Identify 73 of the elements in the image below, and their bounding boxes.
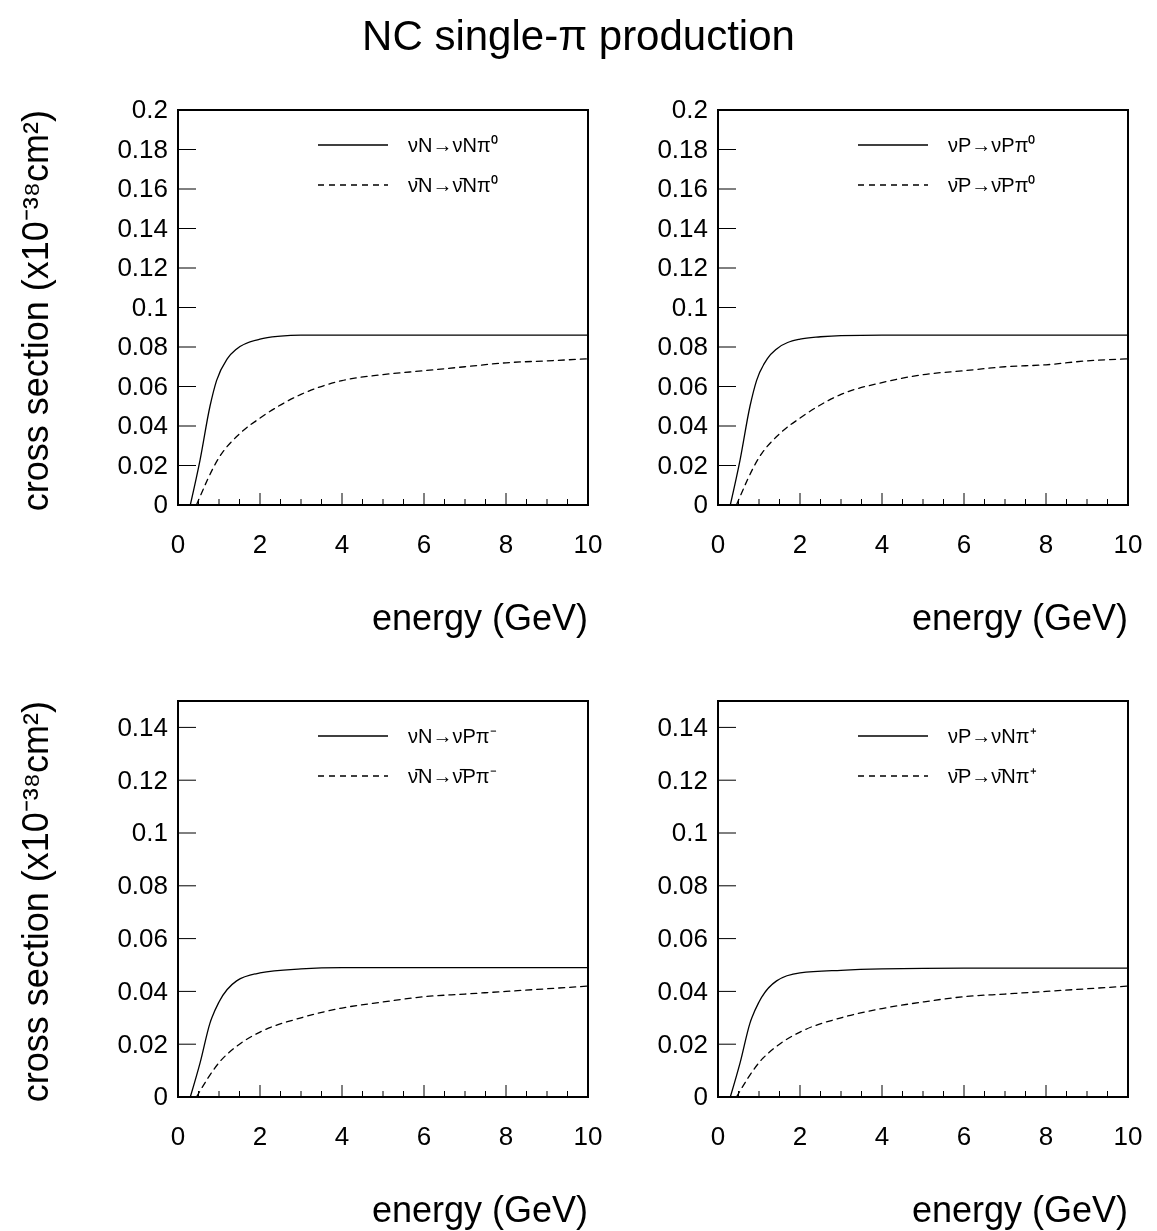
x-tick-label: 4 xyxy=(874,529,890,560)
legend-label: νP→νNπ⁺ xyxy=(948,725,1037,747)
x-tick-label: 2 xyxy=(792,529,808,560)
y-tick-label: 0.1 xyxy=(671,291,708,322)
y-tick-label: 0.2 xyxy=(131,94,168,125)
y-tick-label: 0.06 xyxy=(117,922,168,953)
legend-label: ν̄P→ν̄Pπ⁰ xyxy=(948,174,1036,196)
x-tick-label: 6 xyxy=(416,529,432,560)
y-axis-title: cross section (x10⁻³⁸cm²) xyxy=(15,701,56,1103)
x-tick-label: 4 xyxy=(874,1121,890,1152)
y-tick-label: 0.14 xyxy=(117,212,168,243)
y-tick-label: 0.06 xyxy=(117,370,168,401)
y-tick-label: 0.12 xyxy=(657,764,708,795)
x-tick-label: 8 xyxy=(1038,529,1054,560)
y-tick-label: 0.04 xyxy=(117,410,168,441)
y-tick-label: 0.02 xyxy=(117,1028,168,1059)
y-tick-label: 0 xyxy=(693,489,708,520)
x-tick-label: 10 xyxy=(573,1121,603,1152)
legend-label: νN→νPπ⁻ xyxy=(408,725,497,747)
y-tick-label: 0.08 xyxy=(117,870,168,901)
x-tick-label: 10 xyxy=(573,529,603,560)
chart-title: NC single-π production xyxy=(362,12,795,59)
y-tick-label: 0 xyxy=(153,1081,168,1112)
y-tick-label: 0.02 xyxy=(657,1028,708,1059)
y-tick-label: 0.2 xyxy=(671,94,708,125)
y-tick-label: 0.1 xyxy=(131,291,168,322)
x-tick-label: 6 xyxy=(956,1121,972,1152)
y-tick-label: 0.18 xyxy=(657,133,708,164)
x-tick-label: 2 xyxy=(792,1121,808,1152)
y-tick-label: 0.1 xyxy=(671,817,708,848)
legend-label: ν̄P→ν̄Nπ⁺ xyxy=(948,765,1037,787)
y-tick-label: 0.1 xyxy=(131,817,168,848)
y-tick-label: 0.06 xyxy=(657,370,708,401)
y-tick-label: 0 xyxy=(693,1081,708,1112)
x-axis-title: energy (GeV) xyxy=(911,1189,1128,1230)
x-tick-label: 2 xyxy=(252,1121,268,1152)
x-tick-label: 6 xyxy=(956,529,972,560)
y-tick-label: 0.08 xyxy=(117,331,168,362)
x-tick-label: 10 xyxy=(1113,1121,1143,1152)
x-tick-label: 8 xyxy=(498,1121,514,1152)
y-tick-label: 0.04 xyxy=(657,975,708,1006)
y-tick-label: 0.06 xyxy=(657,922,708,953)
x-axis-title: energy (GeV) xyxy=(371,597,588,638)
y-tick-label: 0.16 xyxy=(657,173,708,204)
x-axis-title: energy (GeV) xyxy=(371,1189,588,1230)
x-axis-title: energy (GeV) xyxy=(911,597,1128,638)
x-tick-label: 4 xyxy=(334,1121,350,1152)
legend-label: νP→νPπ⁰ xyxy=(948,134,1036,156)
x-tick-label: 8 xyxy=(1038,1121,1054,1152)
x-tick-label: 4 xyxy=(334,529,350,560)
y-tick-label: 0.14 xyxy=(117,711,168,742)
y-axis-title: cross section (x10⁻³⁸cm²) xyxy=(15,110,56,512)
y-tick-label: 0.14 xyxy=(657,711,708,742)
y-tick-label: 0.08 xyxy=(657,331,708,362)
y-tick-label: 0.08 xyxy=(657,870,708,901)
x-tick-label: 2 xyxy=(252,529,268,560)
y-tick-label: 0 xyxy=(153,489,168,520)
y-tick-label: 0.12 xyxy=(117,764,168,795)
legend-label: ν̄N→ν̄Nπ⁰ xyxy=(408,174,498,196)
x-tick-label: 8 xyxy=(498,529,514,560)
y-tick-label: 0.02 xyxy=(657,449,708,480)
y-tick-label: 0.12 xyxy=(117,252,168,283)
legend-label: ν̄N→ν̄Pπ⁻ xyxy=(408,765,497,787)
y-tick-label: 0.14 xyxy=(657,212,708,243)
x-tick-label: 10 xyxy=(1113,529,1143,560)
y-tick-label: 0.04 xyxy=(117,975,168,1006)
y-tick-label: 0.04 xyxy=(657,410,708,441)
x-tick-label: 6 xyxy=(416,1121,432,1152)
legend-label: νN→νNπ⁰ xyxy=(408,134,498,156)
y-tick-label: 0.02 xyxy=(117,449,168,480)
y-tick-label: 0.18 xyxy=(117,133,168,164)
y-tick-label: 0.12 xyxy=(657,252,708,283)
y-tick-label: 0.16 xyxy=(117,173,168,204)
